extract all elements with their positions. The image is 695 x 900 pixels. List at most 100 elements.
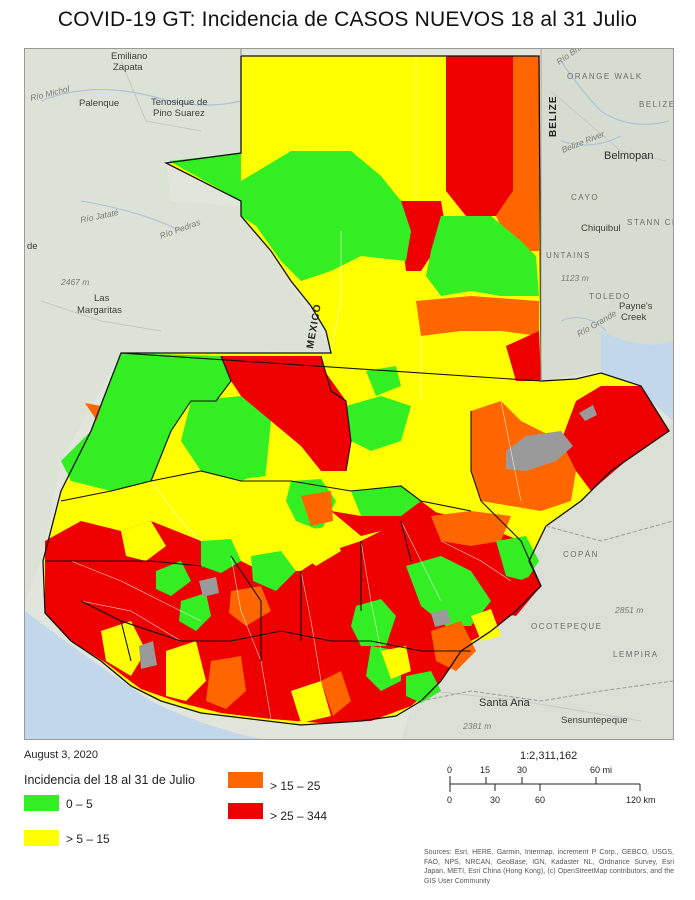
region-red bbox=[506, 331, 541, 381]
country-border bbox=[42, 55, 670, 726]
river-line bbox=[560, 135, 622, 146]
legend-title: Incidencia del 18 al 31 de Julio bbox=[24, 773, 195, 787]
label-belize-country: BELIZE bbox=[548, 95, 559, 137]
road-line bbox=[430, 690, 642, 722]
label-elev-2381: 2381 m bbox=[462, 721, 491, 731]
region-red bbox=[501, 576, 541, 616]
scale-bar: 0 15 30 60 mi 0 30 60 120 km bbox=[447, 765, 656, 805]
region-red bbox=[271, 366, 351, 471]
region-no-data bbox=[431, 609, 451, 627]
label-zapata: Zapata bbox=[113, 62, 143, 73]
label-belize-district: BELIZE bbox=[639, 100, 673, 109]
label-orange-walk: ORANGE WALK bbox=[567, 72, 643, 81]
region-green bbox=[201, 539, 241, 573]
region-green bbox=[233, 441, 266, 479]
label-tenosique-1: Tenosique de bbox=[151, 97, 208, 108]
region-green bbox=[346, 396, 411, 451]
legend-swatch-red bbox=[228, 803, 263, 819]
attribution-sources: Sources: Esri, HERE, Garmin, Intermap, i… bbox=[424, 849, 674, 885]
label-de: de bbox=[27, 241, 38, 252]
label-stann: STANN CREE bbox=[627, 218, 673, 227]
legend-swatch-green bbox=[24, 795, 59, 811]
region-yellow bbox=[299, 526, 341, 566]
label-chiquibul: Chiquibul bbox=[581, 223, 621, 234]
label-tenosique-2: Pino Suarez bbox=[153, 108, 205, 119]
region-orange bbox=[431, 621, 476, 671]
region-green bbox=[366, 366, 401, 396]
scale-ratio: 1:2,311,162 bbox=[520, 750, 578, 762]
scale-mi-tick-0: 0 bbox=[447, 765, 452, 775]
region-no-data bbox=[139, 641, 157, 669]
region-red bbox=[331, 501, 441, 536]
department-borders bbox=[45, 352, 542, 662]
label-ocotepeque: OCOTEPEQUE bbox=[531, 622, 602, 631]
label-elev-1123: 1123 m bbox=[561, 273, 589, 283]
scale-mi-tick-60: 60 mi bbox=[590, 765, 612, 775]
international-boundary bbox=[545, 520, 673, 542]
label-elev-2467: 2467 m bbox=[60, 277, 89, 287]
region-yellow bbox=[471, 609, 501, 641]
label-palenque: Palenque bbox=[79, 98, 119, 109]
region-orange bbox=[321, 671, 351, 716]
legend-label: > 5 – 15 bbox=[66, 832, 110, 846]
map-date: August 3, 2020 bbox=[24, 749, 99, 761]
region-red bbox=[446, 56, 513, 216]
label-copan: COPÁN bbox=[563, 550, 599, 559]
scale-km-tick-30: 30 bbox=[490, 795, 500, 805]
label-elev-2851: 2851 m bbox=[614, 605, 643, 615]
region-green bbox=[169, 151, 411, 281]
choropleth-map[interactable]: Emiliano Zapata Río Michol Palenque Teno… bbox=[24, 48, 674, 740]
label-lempira: LEMPIRA bbox=[613, 650, 659, 659]
caribbean-sea bbox=[601, 331, 673, 421]
region-yellow bbox=[291, 681, 331, 723]
road-line bbox=[550, 90, 667, 162]
label-sensuntepeque: Sensuntepeque bbox=[561, 715, 628, 726]
region-yellow bbox=[121, 521, 166, 561]
label-mountains: UNTAINS bbox=[546, 251, 591, 260]
legend-swatch-orange bbox=[228, 772, 263, 788]
pacific-ocean bbox=[25, 611, 261, 739]
label-paynes-2: Creek bbox=[621, 312, 647, 323]
region-green bbox=[179, 593, 211, 631]
road-line bbox=[120, 60, 202, 132]
region-green bbox=[251, 551, 296, 591]
region-no-data bbox=[199, 577, 219, 597]
road-line bbox=[40, 300, 162, 332]
label-santa-ana: Santa Ana bbox=[479, 697, 531, 709]
region-green bbox=[61, 353, 231, 491]
label-margaritas: Margaritas bbox=[77, 305, 122, 316]
scale-km-tick-60: 60 bbox=[535, 795, 545, 805]
label-paynes-1: Payne's bbox=[619, 301, 653, 312]
region-yellow bbox=[381, 646, 411, 679]
river-line bbox=[80, 200, 182, 232]
label-emiliano: Emiliano bbox=[111, 51, 147, 62]
legend-label: > 25 – 344 bbox=[270, 809, 328, 823]
legend-label: 0 – 5 bbox=[66, 797, 93, 811]
region-green bbox=[496, 536, 539, 581]
region-green bbox=[101, 406, 136, 433]
municipal-borders bbox=[70, 56, 522, 720]
label-toledo: TOLEDO bbox=[589, 292, 631, 301]
label-las: Las bbox=[94, 293, 110, 304]
region-yellow bbox=[101, 621, 146, 676]
legend-swatch-yellow bbox=[24, 830, 59, 846]
label-cayo: CAYO bbox=[571, 193, 599, 202]
scale-km-tick-0: 0 bbox=[447, 795, 452, 805]
region-orange bbox=[416, 296, 539, 336]
scale-km-tick-120: 120 km bbox=[626, 795, 656, 805]
region-orange bbox=[496, 56, 539, 251]
region-green bbox=[426, 216, 539, 296]
scale-mi-tick-30: 30 bbox=[517, 765, 527, 775]
region-orange bbox=[301, 491, 333, 526]
legend-label: > 15 – 25 bbox=[270, 779, 321, 793]
map-title: COVID-19 GT: Incidencia de CASOS NUEVOS … bbox=[57, 8, 638, 31]
region-green bbox=[351, 599, 396, 646]
region-yellow bbox=[166, 641, 206, 701]
region-orange bbox=[206, 656, 246, 709]
river-line bbox=[560, 60, 670, 125]
label-belmopan: Belmopan bbox=[604, 150, 654, 162]
scale-mi-tick-15: 15 bbox=[480, 765, 490, 775]
international-boundary bbox=[420, 680, 673, 702]
municipality-fills bbox=[45, 56, 669, 723]
region-green bbox=[351, 486, 421, 516]
